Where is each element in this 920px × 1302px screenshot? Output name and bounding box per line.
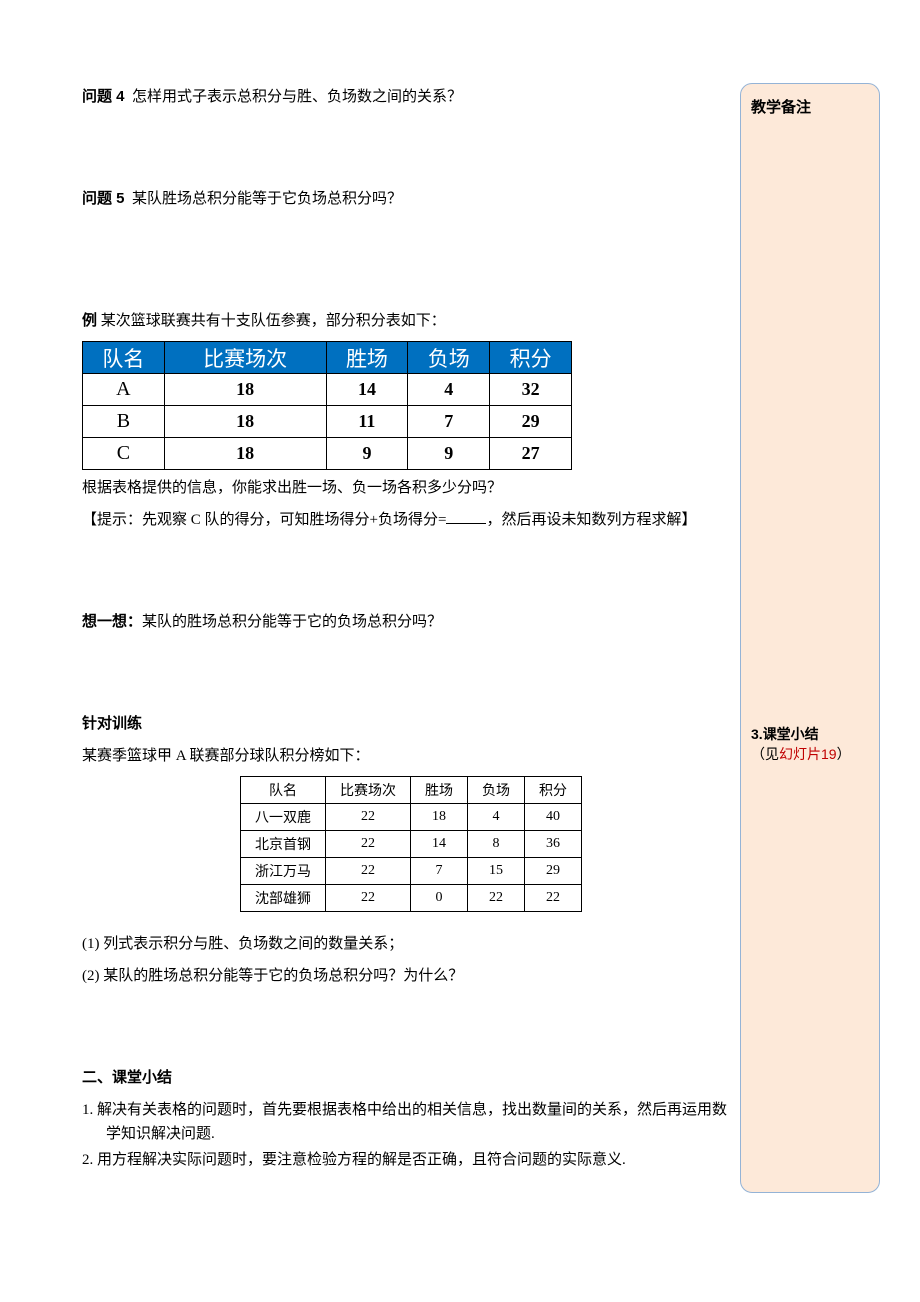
cell: 18 xyxy=(411,804,468,831)
th: 比赛场次 xyxy=(326,777,411,804)
cell: 11 xyxy=(326,406,408,438)
cell: 18 xyxy=(164,438,326,470)
cell: 27 xyxy=(490,438,572,470)
cell: 八一双鹿 xyxy=(241,804,326,831)
blank-fill xyxy=(446,510,486,524)
th: 负场 xyxy=(468,777,525,804)
cell: 0 xyxy=(411,885,468,912)
q4-label: 问题 4 xyxy=(82,88,125,105)
th-wins: 胜场 xyxy=(326,342,408,374)
table-row: 八一双鹿 22 18 4 40 xyxy=(241,804,582,831)
cell: 7 xyxy=(411,858,468,885)
think-block: 想一想：某队的胜场总积分能等于它的负场总积分吗？ xyxy=(82,610,740,634)
practice-table: 队名 比赛场次 胜场 负场 积分 八一双鹿 22 18 4 40 北京首钢 22… xyxy=(240,776,582,912)
practice-intro-text: 某赛季篮球甲 A 联赛部分球队积分榜如下： xyxy=(82,748,370,764)
think-label: 想一想： xyxy=(82,613,142,630)
sidebar-note-red: 幻灯片19 xyxy=(779,746,837,762)
summary-heading-text: 二、课堂小结 xyxy=(82,1069,172,1086)
table-row: C 18 9 9 27 xyxy=(83,438,572,470)
table-header-row: 队名 比赛场次 胜场 负场 积分 xyxy=(241,777,582,804)
cell: 14 xyxy=(411,831,468,858)
cell: 22 xyxy=(468,885,525,912)
summary-item: 2. 用方程解决实际问题时，要注意检验方程的解是否正确，且符合问题的实际意义. xyxy=(82,1148,740,1172)
cell: 18 xyxy=(164,374,326,406)
cell: 7 xyxy=(408,406,490,438)
th: 积分 xyxy=(525,777,582,804)
sidebar-notes-panel: 教学备注 3.课堂小结 （见幻灯片19） xyxy=(740,83,880,1193)
th: 队名 xyxy=(241,777,326,804)
cell: 15 xyxy=(468,858,525,885)
cell: 22 xyxy=(326,831,411,858)
table-row: 北京首钢 22 14 8 36 xyxy=(241,831,582,858)
example-intro-text: 某次篮球联赛共有十支队伍参赛，部分积分表如下： xyxy=(101,313,446,329)
practice-q1: (1) 列式表示积分与胜、负场数之间的数量关系； xyxy=(82,932,740,956)
question-5: 问题 5 某队胜场总积分能等于它负场总积分吗？ xyxy=(82,187,740,211)
table-row: 沈部雄狮 22 0 22 22 xyxy=(241,885,582,912)
q4-text: 怎样用式子表示总积分与胜、负场数之间的关系？ xyxy=(132,89,462,105)
example-intro: 例 某次篮球联赛共有十支队伍参赛，部分积分表如下： xyxy=(82,309,740,333)
cell: A xyxy=(83,374,165,406)
sidebar-note-sub: （见 xyxy=(751,746,779,762)
cell: 18 xyxy=(164,406,326,438)
th-losses: 负场 xyxy=(408,342,490,374)
sidebar-note-close: ） xyxy=(837,746,851,762)
cell: 14 xyxy=(326,374,408,406)
sidebar-title: 教学备注 xyxy=(751,96,869,117)
example-after: 根据表格提供的信息，你能求出胜一场、负一场各积多少分吗？ xyxy=(82,476,740,500)
cell: 北京首钢 xyxy=(241,831,326,858)
cell: 22 xyxy=(326,885,411,912)
example-table: 队名 比赛场次 胜场 负场 积分 A 18 14 4 32 B 18 11 7 … xyxy=(82,341,572,470)
cell: 29 xyxy=(525,858,582,885)
practice-heading: 针对训练 xyxy=(82,712,740,736)
table-row: 浙江万马 22 7 15 29 xyxy=(241,858,582,885)
cell: 4 xyxy=(468,804,525,831)
table-row: A 18 14 4 32 xyxy=(83,374,572,406)
cell: 40 xyxy=(525,804,582,831)
cell: 22 xyxy=(326,858,411,885)
cell: 22 xyxy=(326,804,411,831)
sidebar-note-title: 课堂小结 xyxy=(763,726,819,742)
think-text: 某队的胜场总积分能等于它的负场总积分吗？ xyxy=(142,614,442,630)
summary-list: 1. 解决有关表格的问题时，首先要根据表格中给出的相关信息，找出数量间的关系，然… xyxy=(82,1098,740,1172)
th: 胜场 xyxy=(411,777,468,804)
practice-intro: 某赛季篮球甲 A 联赛部分球队积分榜如下： xyxy=(82,744,740,768)
main-content: 问题 4 怎样用式子表示总积分与胜、负场数之间的关系？ 问题 5 某队胜场总积分… xyxy=(0,0,740,1172)
cell: 浙江万马 xyxy=(241,858,326,885)
cell: 9 xyxy=(326,438,408,470)
table-row: B 18 11 7 29 xyxy=(83,406,572,438)
practice-label: 针对训练 xyxy=(82,715,142,732)
practice-q2: (2) 某队的胜场总积分能等于它的负场总积分吗？为什么？ xyxy=(82,964,740,988)
cell: 8 xyxy=(468,831,525,858)
example-label: 例 xyxy=(82,312,97,329)
q5-label: 问题 5 xyxy=(82,190,125,207)
question-4: 问题 4 怎样用式子表示总积分与胜、负场数之间的关系？ xyxy=(82,85,740,109)
cell: C xyxy=(83,438,165,470)
cell: 36 xyxy=(525,831,582,858)
sidebar-note-number: 3. xyxy=(751,726,763,742)
cell: 4 xyxy=(408,374,490,406)
th-points: 积分 xyxy=(490,342,572,374)
cell: 9 xyxy=(408,438,490,470)
th-team: 队名 xyxy=(83,342,165,374)
cell: 沈部雄狮 xyxy=(241,885,326,912)
cell: 32 xyxy=(490,374,572,406)
th-games: 比赛场次 xyxy=(164,342,326,374)
q5-text: 某队胜场总积分能等于它负场总积分吗？ xyxy=(132,191,402,207)
sidebar-note: 3.课堂小结 （见幻灯片19） xyxy=(751,724,851,764)
table-header-row: 队名 比赛场次 胜场 负场 积分 xyxy=(83,342,572,374)
example-after-text: 根据表格提供的信息，你能求出胜一场、负一场各积多少分吗？ xyxy=(82,480,502,496)
summary-item: 1. 解决有关表格的问题时，首先要根据表格中给出的相关信息，找出数量间的关系，然… xyxy=(82,1098,740,1146)
cell: 22 xyxy=(525,885,582,912)
summary-heading: 二、课堂小结 xyxy=(82,1066,740,1090)
example-hint: 【提示：先观察 C 队的得分，可知胜场得分+负场得分= ，然后再设未知数列方程求解… xyxy=(82,508,740,532)
cell: B xyxy=(83,406,165,438)
cell: 29 xyxy=(490,406,572,438)
hint-pre: 【提示：先观察 C 队的得分，可知胜场得分+负场得分= xyxy=(82,512,446,528)
hint-post: ，然后再设未知数列方程求解】 xyxy=(486,512,696,528)
